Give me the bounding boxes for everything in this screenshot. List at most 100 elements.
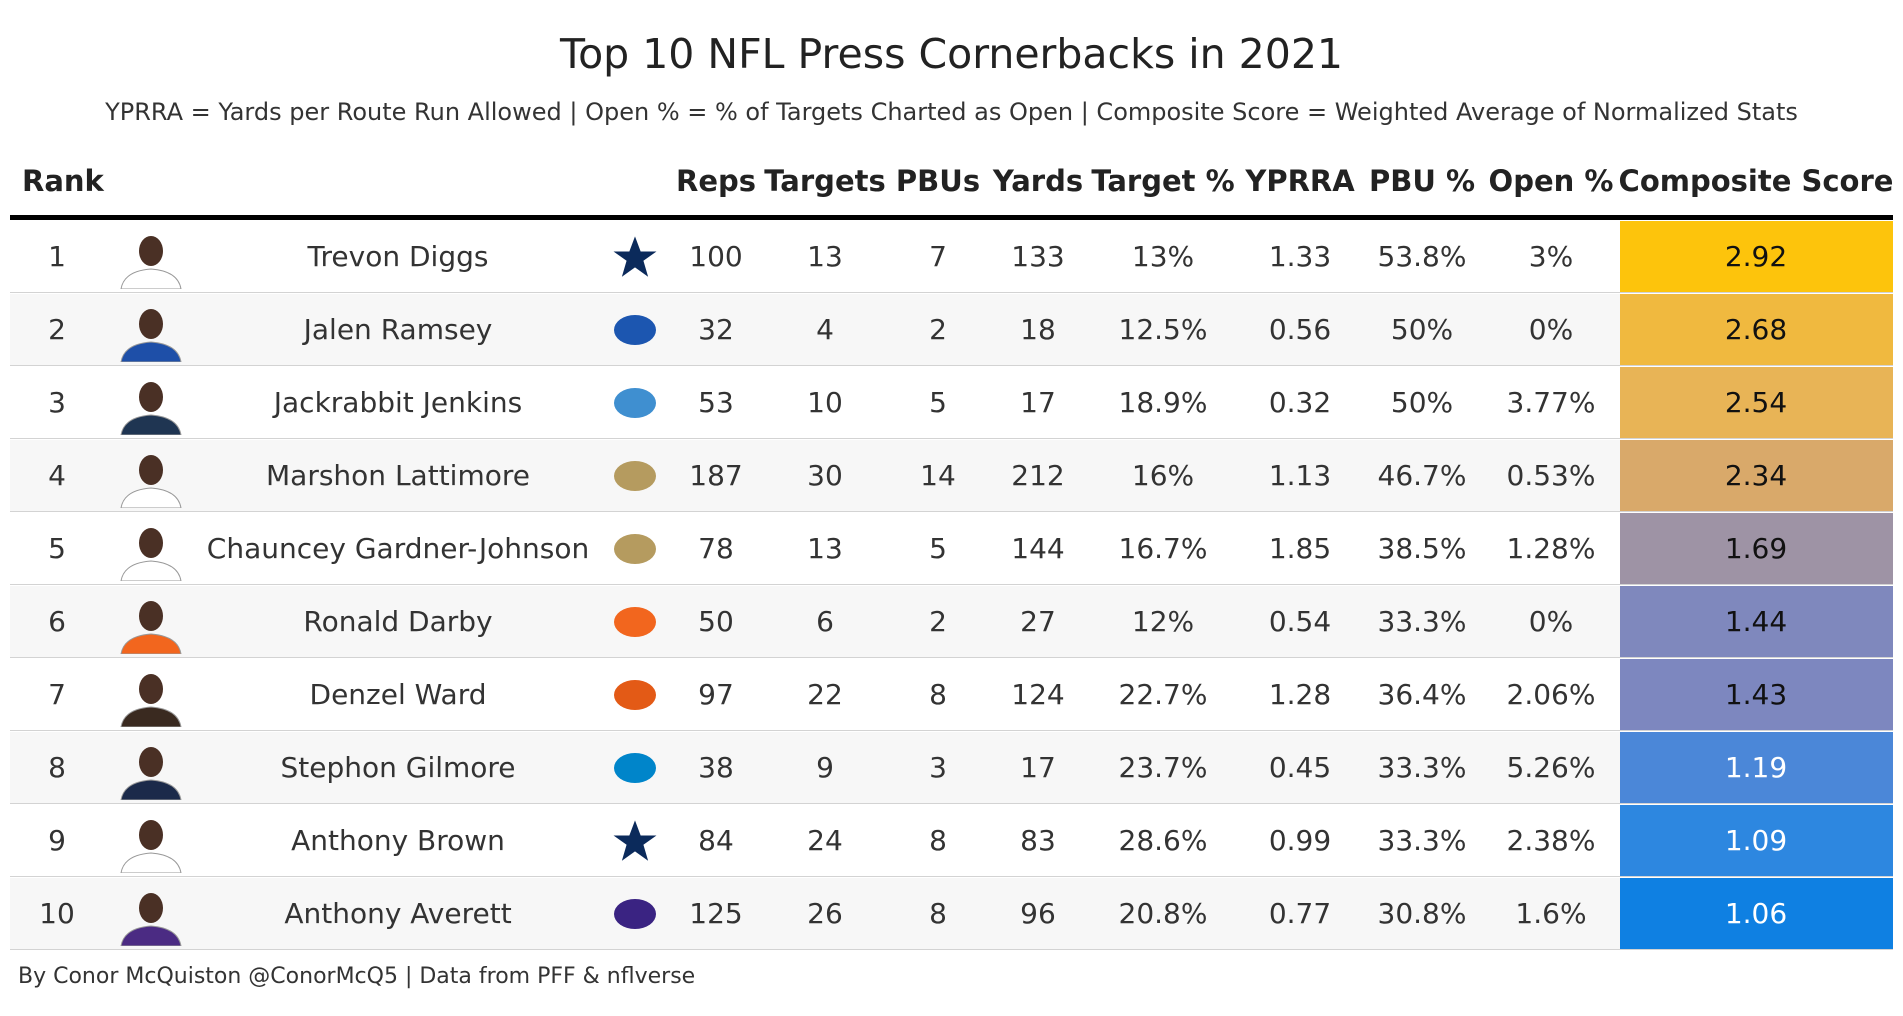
cell-text: 16% bbox=[1131, 459, 1195, 492]
cell-text: 24 bbox=[807, 824, 843, 857]
footer: By Conor McQuiston @ConorMcQ5 | Data fro… bbox=[18, 964, 696, 989]
cell-text: 10 bbox=[39, 897, 75, 930]
table-row: 9 Anthony Brown 84 24 8 83 28.6% 0.99 33.3% 2.38%… bbox=[10, 805, 1893, 877]
cell-text: 53.8% bbox=[1377, 240, 1467, 273]
composite-score: 2.34 bbox=[1724, 459, 1788, 492]
cell-text: 6 bbox=[48, 605, 66, 638]
table-row: 8 Stephon Gilmore 38 9 3 17 23.7% 0.45 33.3% 5.26… bbox=[10, 732, 1893, 804]
cell-text: 97 bbox=[698, 678, 734, 711]
cell-text: Jalen Ramsey bbox=[303, 313, 493, 346]
cell-text: 23.7% bbox=[1118, 751, 1208, 784]
cell-text: 17 bbox=[1020, 751, 1056, 784]
column-header: PBUs bbox=[895, 164, 981, 198]
cell-text: 13 bbox=[807, 240, 843, 273]
cell-text: Trevon Diggs bbox=[307, 240, 489, 273]
cell-text: 38.5% bbox=[1377, 532, 1467, 565]
cell-text: 22 bbox=[807, 678, 843, 711]
cell-text: 38 bbox=[698, 751, 734, 784]
headshot bbox=[120, 528, 182, 581]
headshot bbox=[120, 820, 182, 873]
column-header: Yards bbox=[992, 164, 1084, 198]
column-header: Target % bbox=[1091, 164, 1235, 198]
score-cell bbox=[1620, 440, 1893, 511]
cell-text: 33.3% bbox=[1377, 605, 1467, 638]
cell-text: 5 bbox=[929, 386, 947, 419]
cell-text: 46.7% bbox=[1377, 459, 1467, 492]
cell-text: 12% bbox=[1131, 605, 1195, 638]
cell-text: 0.53% bbox=[1506, 459, 1596, 492]
cell-text: 14 bbox=[920, 459, 956, 492]
cell-text: 2.06% bbox=[1506, 678, 1596, 711]
cell-text: Marshon Lattimore bbox=[266, 459, 530, 492]
cell-text: 0.99 bbox=[1268, 824, 1332, 857]
cell-text: 144 bbox=[1011, 532, 1065, 565]
score-cell bbox=[1620, 294, 1893, 365]
cell-text: 0.32 bbox=[1268, 386, 1332, 419]
score-cell bbox=[1620, 513, 1893, 584]
composite-score: 1.06 bbox=[1724, 897, 1788, 930]
column-header: Open % bbox=[1488, 164, 1614, 198]
headshot bbox=[120, 747, 182, 800]
cell-text: 16.7% bbox=[1118, 532, 1208, 565]
team-logo bbox=[614, 753, 656, 783]
cell-text: 53 bbox=[698, 386, 734, 419]
team-logo bbox=[614, 388, 656, 418]
cell-text: 0.56 bbox=[1268, 313, 1332, 346]
cell-text: 96 bbox=[1020, 897, 1056, 930]
cell-text: 28.6% bbox=[1118, 824, 1208, 857]
cell-text: 3.77% bbox=[1506, 386, 1596, 419]
cell-text: 18 bbox=[1020, 313, 1056, 346]
cell-text: 1.28% bbox=[1506, 532, 1596, 565]
cell-text: 7 bbox=[48, 678, 66, 711]
composite-score: 1.69 bbox=[1724, 532, 1788, 565]
composite-score: 2.54 bbox=[1724, 386, 1788, 419]
cell-text: 6 bbox=[816, 605, 834, 638]
cell-text: 3% bbox=[1528, 240, 1574, 273]
headshot bbox=[120, 893, 182, 946]
header-rule bbox=[10, 215, 1893, 220]
cell-text: 0.45 bbox=[1268, 751, 1332, 784]
column-header: PBU % bbox=[1368, 164, 1476, 198]
cell-text: 1.28 bbox=[1268, 678, 1332, 711]
cell-text: 33.3% bbox=[1377, 824, 1467, 857]
headshot bbox=[120, 236, 182, 289]
cell-text: Chauncey Gardner-Johnson bbox=[206, 532, 590, 565]
column-header: Targets bbox=[764, 164, 886, 198]
team-logo bbox=[614, 899, 656, 929]
cell-text: 3 bbox=[929, 751, 947, 784]
cell-text: 27 bbox=[1020, 605, 1056, 638]
cell-text: 50 bbox=[698, 605, 734, 638]
score-cell bbox=[1620, 805, 1893, 876]
cell-text: Anthony Averett bbox=[284, 897, 512, 930]
cell-text: 212 bbox=[1011, 459, 1065, 492]
cell-text: 1.85 bbox=[1268, 532, 1332, 565]
cell-text: 0.54 bbox=[1268, 605, 1332, 638]
table-row: 4 Marshon Lattimore 187 30 14 212 16% 1.13 46.7%… bbox=[10, 440, 1893, 512]
cell-text: 2.38% bbox=[1506, 824, 1596, 857]
cell-text: Stephon Gilmore bbox=[280, 751, 516, 784]
cell-text: 36.4% bbox=[1377, 678, 1467, 711]
subtitle: YPRRA = Yards per Route Run Allowed | Op… bbox=[105, 98, 1798, 126]
cell-text: 9 bbox=[48, 824, 66, 857]
cell-text: 17 bbox=[1020, 386, 1056, 419]
cell-text: 50% bbox=[1390, 313, 1454, 346]
cell-text: 10 bbox=[807, 386, 843, 419]
cell-text: 78 bbox=[698, 532, 734, 565]
cell-text: 125 bbox=[689, 897, 743, 930]
team-logo bbox=[614, 461, 656, 491]
cell-text: 3 bbox=[48, 386, 66, 419]
headshot bbox=[120, 309, 182, 362]
cell-text: 8 bbox=[929, 824, 947, 857]
score-cell bbox=[1620, 367, 1893, 438]
score-cell bbox=[1620, 878, 1893, 949]
cell-text: 84 bbox=[698, 824, 734, 857]
cell-text: 133 bbox=[1011, 240, 1065, 273]
cell-text: 2 bbox=[929, 605, 947, 638]
cell-text: Denzel Ward bbox=[309, 678, 487, 711]
cell-text: 100 bbox=[689, 240, 743, 273]
cell-text: 12.5% bbox=[1118, 313, 1208, 346]
cell-text: 4 bbox=[816, 313, 834, 346]
cell-text: 33.3% bbox=[1377, 751, 1467, 784]
composite-score: 1.44 bbox=[1724, 605, 1788, 638]
composite-score: 1.19 bbox=[1724, 751, 1788, 784]
